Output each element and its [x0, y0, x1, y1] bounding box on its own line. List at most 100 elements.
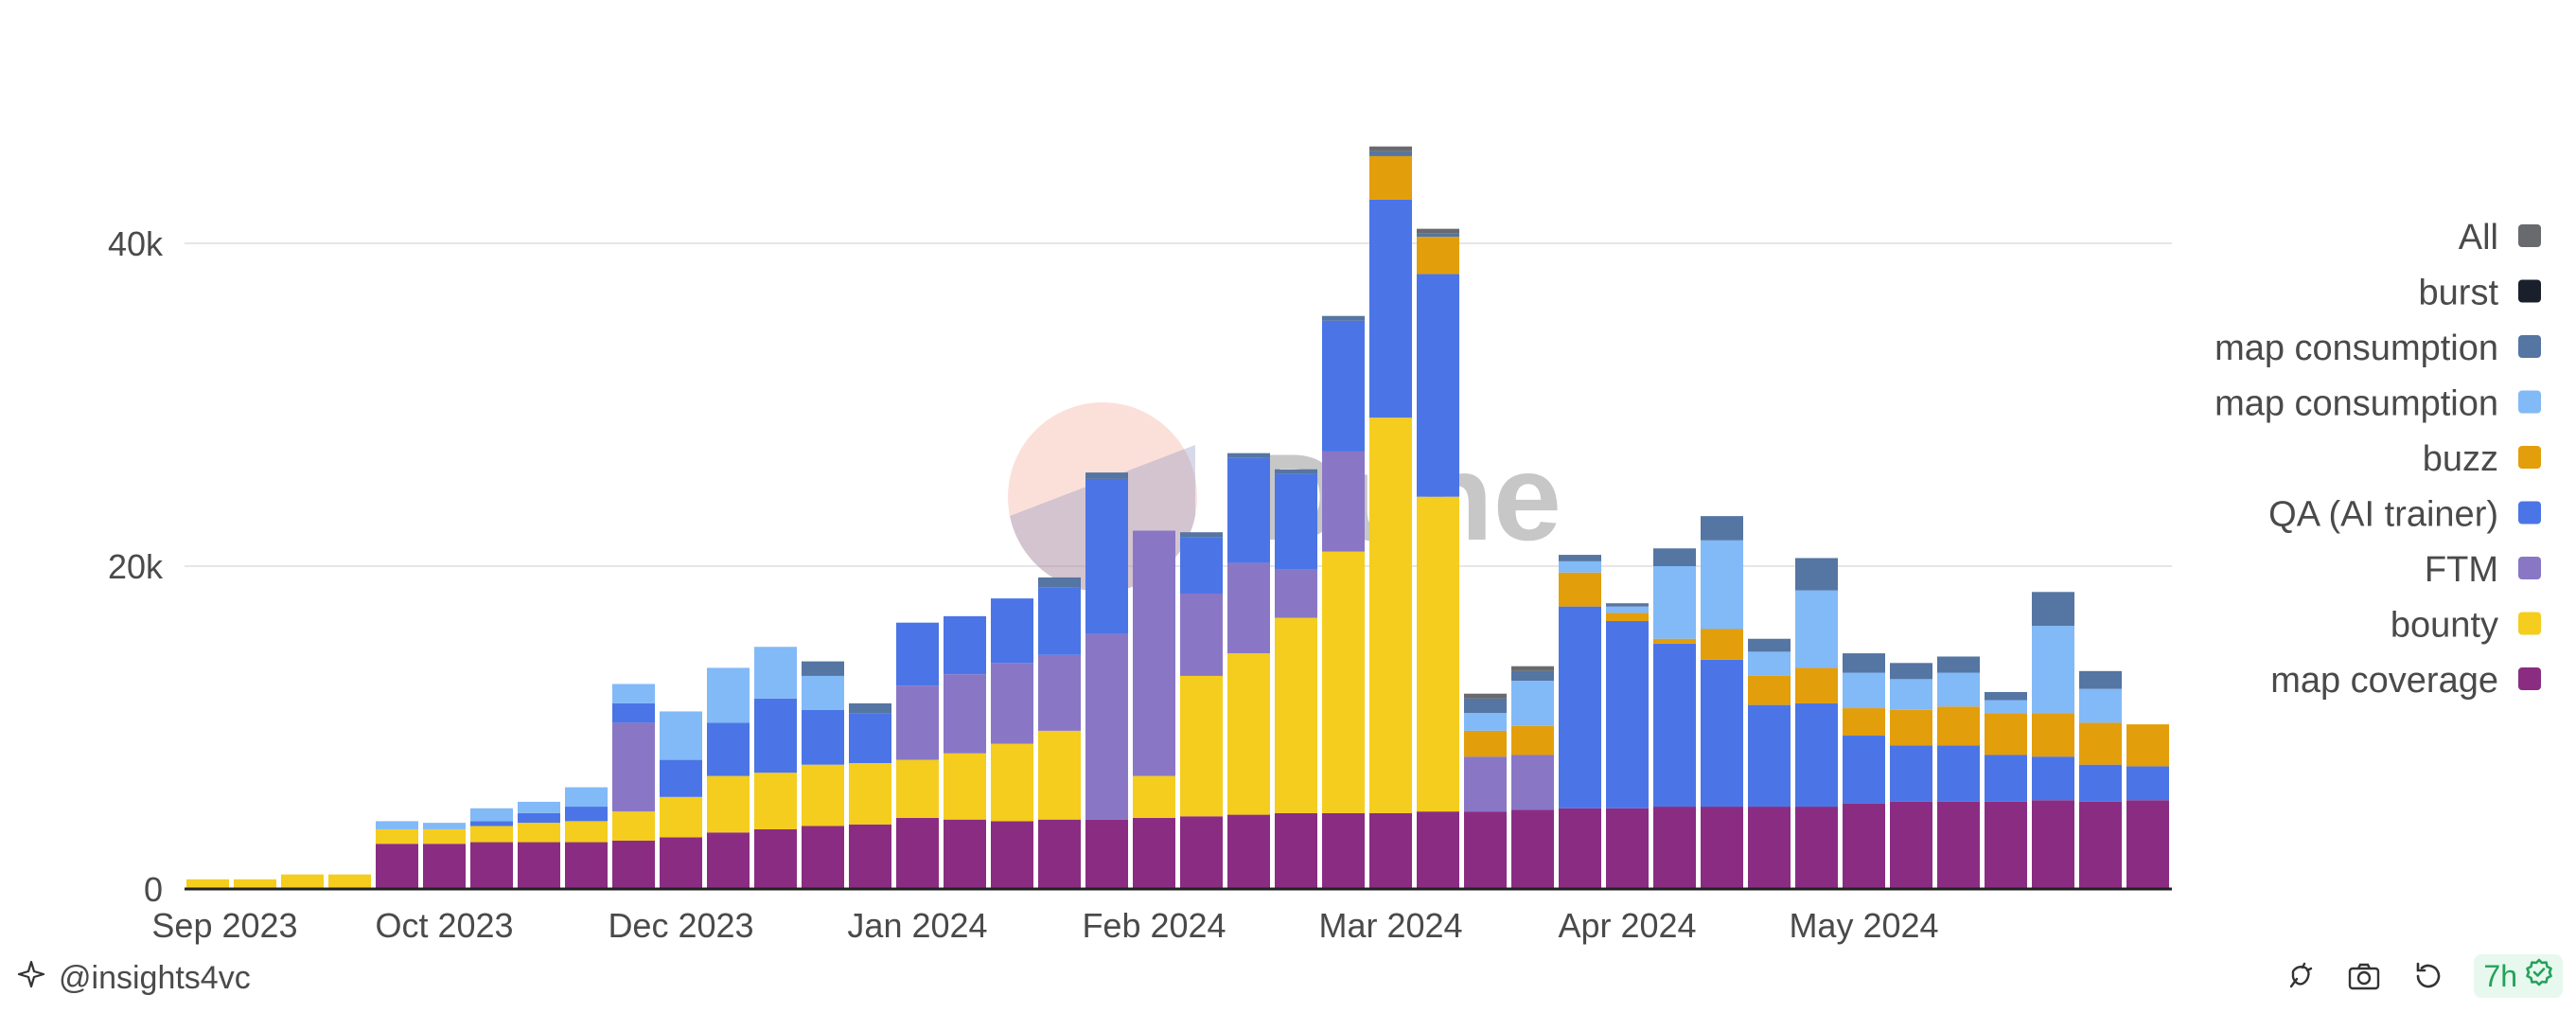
bar-segment-bounty[interactable] [1133, 775, 1175, 818]
bar-stack-2023-11-17[interactable] [707, 667, 750, 889]
bar-stack-2024-01-12[interactable] [1085, 472, 1128, 889]
legend-item[interactable]: map consumption [2214, 384, 2541, 424]
legend-item[interactable]: map coverage [2270, 661, 2541, 701]
camera-icon[interactable] [2345, 957, 2383, 995]
bar-segment-map-consumption[interactable] [1180, 532, 1223, 538]
bar-segment-qa-ai-trainer-[interactable] [1322, 320, 1365, 452]
bar-segment-map-consumption[interactable] [1511, 681, 1554, 726]
bar-stack-2023-09-22[interactable] [328, 874, 371, 889]
author[interactable]: @insights4vc [17, 960, 251, 997]
bar-segment-qa-ai-trainer-[interactable] [1180, 537, 1223, 594]
bar-segment-bounty[interactable] [1369, 418, 1412, 813]
bar-segment-qa-ai-trainer-[interactable] [707, 722, 750, 776]
bar-segment-qa-ai-trainer-[interactable] [754, 698, 797, 773]
bar-segment-bounty[interactable] [1180, 675, 1223, 817]
bar-segment-map-consumption[interactable] [2032, 626, 2074, 714]
bar-segment-ftm[interactable] [1085, 633, 1128, 820]
bar-segment-qa-ai-trainer-[interactable] [896, 622, 939, 686]
legend-item[interactable]: FTM [2425, 550, 2541, 590]
bar-segment-map-consumption[interactable] [1275, 469, 1317, 474]
bar-segment-map-coverage[interactable] [565, 842, 608, 889]
bar-segment-qa-ai-trainer-[interactable] [1985, 755, 2027, 802]
bar-segment-all[interactable] [1464, 693, 1507, 699]
bar-segment-buzz[interactable] [1985, 713, 2027, 755]
bar-segment-map-consumption[interactable] [1606, 606, 1649, 613]
bar-segment-bounty[interactable] [849, 763, 891, 825]
bar-stack-2023-12-01[interactable] [802, 661, 844, 889]
bar-stack-2023-12-15[interactable] [896, 622, 939, 889]
bar-segment-bounty[interactable] [1322, 551, 1365, 813]
bar-stack-2024-05-31[interactable] [2032, 592, 2074, 889]
bar-stack-2023-09-15[interactable] [281, 874, 324, 889]
bar-segment-map-consumption[interactable] [518, 801, 560, 813]
legend-item[interactable]: burst [2419, 274, 2541, 313]
bar-segment-map-coverage[interactable] [1701, 807, 1743, 889]
bar-segment-all[interactable] [1511, 666, 1554, 671]
bar-segment-map-consumption[interactable] [1085, 472, 1128, 479]
bar-segment-ftm[interactable] [944, 674, 986, 754]
bar-segment-qa-ai-trainer-[interactable] [518, 812, 560, 824]
bar-segment-map-consumption[interactable] [1795, 558, 1838, 591]
bar-segment-bounty[interactable] [234, 879, 276, 889]
bar-stack-2024-02-09[interactable] [1275, 469, 1317, 889]
bar-stack-2024-03-29[interactable] [1606, 603, 1649, 889]
bar-segment-buzz[interactable] [1464, 730, 1507, 757]
bar-segment-map-consumption[interactable] [754, 647, 797, 699]
bar-segment-map-consumption[interactable] [1038, 577, 1081, 588]
legend-item[interactable]: bounty [2391, 606, 2541, 646]
bar-segment-buzz[interactable] [1511, 725, 1554, 755]
bar-stack-2024-01-26[interactable] [1180, 532, 1223, 889]
bar-segment-qa-ai-trainer-[interactable] [1227, 457, 1270, 563]
bar-segment-bounty[interactable] [470, 826, 513, 843]
bar-segment-bounty[interactable] [1417, 496, 1459, 812]
bar-segment-qa-ai-trainer-[interactable] [1890, 745, 1932, 802]
bar-segment-map-consumption[interactable] [1748, 651, 1791, 676]
bar-segment-map-coverage[interactable] [1133, 817, 1175, 889]
bar-segment-bounty[interactable] [944, 753, 986, 820]
bar-segment-bounty[interactable] [281, 874, 324, 889]
bar-segment-qa-ai-trainer-[interactable] [1275, 473, 1317, 570]
bar-segment-map-consumption[interactable] [1795, 590, 1838, 668]
freshness-badge[interactable]: 7h [2474, 954, 2563, 998]
bar-segment-map-coverage[interactable] [660, 837, 702, 889]
bar-segment-map-consumption[interactable] [1843, 653, 1885, 673]
bar-segment-ftm[interactable] [612, 722, 655, 812]
bar-stack-2023-09-08[interactable] [234, 879, 276, 889]
bar-stack-2024-04-12[interactable] [1701, 516, 1743, 889]
bar-segment-map-consumption[interactable] [802, 661, 844, 676]
bar-segment-map-consumption[interactable] [1417, 233, 1459, 238]
bar-stack-2024-01-05[interactable] [1038, 577, 1081, 889]
bar-segment-map-coverage[interactable] [1937, 801, 1980, 889]
bar-segment-map-consumption[interactable] [1559, 560, 1601, 573]
bar-segment-map-coverage[interactable] [1369, 812, 1412, 889]
bar-segment-qa-ai-trainer-[interactable] [1038, 587, 1081, 655]
bar-stack-2024-04-26[interactable] [1795, 558, 1838, 889]
bar-segment-map-consumption[interactable] [2032, 592, 2074, 627]
bar-segment-map-coverage[interactable] [518, 842, 560, 889]
bar-segment-bounty[interactable] [991, 743, 1033, 822]
bar-segment-map-consumption[interactable] [1322, 315, 1365, 321]
bar-segment-map-consumption[interactable] [1985, 691, 2027, 701]
bar-stack-2024-06-07[interactable] [2079, 670, 2122, 889]
bar-segment-map-coverage[interactable] [376, 844, 418, 889]
bar-segment-bounty[interactable] [1275, 617, 1317, 813]
bar-segment-qa-ai-trainer-[interactable] [1369, 199, 1412, 418]
bar-segment-bounty[interactable] [754, 773, 797, 829]
bar-segment-buzz[interactable] [1369, 155, 1412, 200]
bar-segment-map-consumption[interactable] [565, 787, 608, 808]
bar-segment-map-coverage[interactable] [991, 821, 1033, 889]
bar-stack-2023-11-03[interactable] [612, 684, 655, 889]
bar-segment-qa-ai-trainer-[interactable] [2079, 764, 2122, 802]
bar-segment-map-coverage[interactable] [1890, 801, 1932, 889]
bar-segment-bounty[interactable] [423, 828, 466, 844]
bar-stack-2024-05-17[interactable] [1937, 656, 1980, 889]
bar-segment-ftm[interactable] [1275, 569, 1317, 618]
bar-segment-map-coverage[interactable] [1843, 803, 1885, 889]
bar-segment-map-consumption[interactable] [2079, 670, 2122, 689]
bar-segment-qa-ai-trainer-[interactable] [1606, 620, 1649, 809]
bar-segment-map-coverage[interactable] [1985, 801, 2027, 889]
bar-segment-map-consumption[interactable] [2079, 688, 2122, 723]
bar-segment-ftm[interactable] [1511, 755, 1554, 810]
bar-segment-buzz[interactable] [1606, 613, 1649, 621]
bar-segment-map-coverage[interactable] [2079, 801, 2122, 889]
